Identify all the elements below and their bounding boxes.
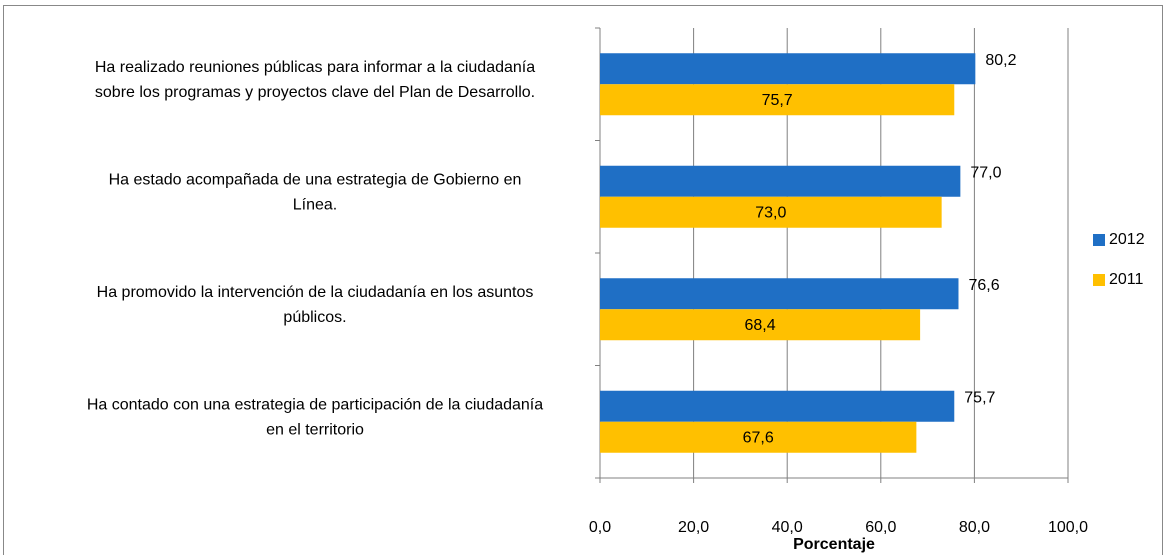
bar: [600, 53, 976, 85]
x-axis-label: Porcentaje: [793, 536, 875, 553]
x-tick-label: 20,0: [678, 519, 709, 536]
legend-label: 2012: [1109, 231, 1145, 248]
x-tick-label: 100,0: [1048, 519, 1088, 536]
y-tick-label: Ha realizado reuniones públicas para inf…: [95, 59, 535, 101]
bar: [600, 421, 917, 453]
value-label: 77,0: [970, 164, 1001, 181]
bar: [600, 196, 942, 228]
legend-label: 2011: [1109, 271, 1144, 288]
value-label: 73,0: [755, 204, 786, 221]
y-tick-label: Ha estado acompañada de una estrategia d…: [109, 171, 522, 213]
y-tick-label: Ha promovido la intervención de la ciuda…: [97, 284, 534, 326]
value-label: 67,6: [743, 429, 774, 446]
value-label: 75,7: [964, 389, 995, 406]
bar: [600, 84, 955, 116]
bar: [600, 309, 921, 341]
value-label: 80,2: [985, 52, 1016, 69]
bar: [600, 390, 955, 422]
x-tick-label: 0,0: [589, 519, 611, 536]
value-label: 68,4: [744, 317, 775, 334]
chart-border: [3, 5, 1163, 555]
bar: [600, 165, 961, 197]
x-tick-label: 40,0: [772, 519, 803, 536]
legend-swatch: [1093, 234, 1105, 246]
value-label: 76,6: [968, 277, 999, 294]
x-tick-label: 60,0: [865, 519, 896, 536]
y-tick-label: Ha contado con una estrategia de partici…: [87, 396, 543, 438]
legend-swatch: [1093, 274, 1105, 286]
x-tick-label: 80,0: [959, 519, 990, 536]
value-label: 75,7: [762, 92, 793, 109]
bar: [600, 278, 959, 310]
